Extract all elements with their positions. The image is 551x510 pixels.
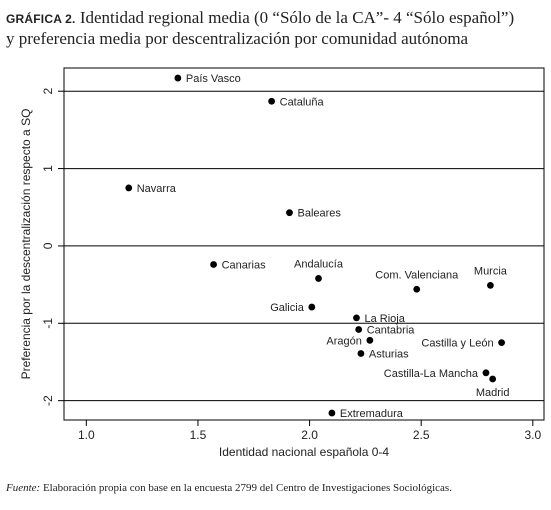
data-point [125,184,133,192]
x-tick-label: 1.0 [78,428,95,442]
data-point [498,339,505,347]
data-point [315,275,322,282]
data-point [355,326,363,333]
point-label: Andalucía [294,258,344,270]
point-label: Extremadura [340,408,404,420]
point-label: Aragón [326,335,361,347]
title-line-2: y preferencia media por descentralizació… [6,29,469,48]
point-label: Baleares [297,208,341,220]
figure-tag: GRÁFICA 2. [6,12,76,26]
x-tick-label: 3.0 [524,428,541,442]
y-tick-label: 1 [41,165,55,172]
x-axis-label: Identidad nacional española 0-4 [219,445,389,459]
source-text: Elaboración propia con base en la encues… [42,482,452,494]
point-label: Galicia [270,302,305,314]
figure-title: GRÁFICA 2. Identidad regional media (0 “… [6,8,546,49]
y-tick-label: -2 [41,395,55,406]
point-label: País Vasco [186,73,241,85]
figure-source: Fuente: Elaboración propia con base en l… [6,482,452,494]
data-point [308,303,316,311]
point-label: Castilla-La Mancha [384,368,479,380]
data-point [268,97,276,105]
point-label: Navarra [137,183,177,195]
y-tick-label: 2 [41,88,55,95]
x-tick-label: 2.5 [413,428,430,442]
data-point [328,409,336,417]
y-tick-label: 0 [41,242,55,249]
data-point [489,375,497,383]
plot-frame [63,67,545,421]
point-label: Cantabria [367,324,416,336]
point-label: Cataluña [280,96,325,108]
scatter-chart: 1.0 1.5 2.0 2.5 3.0 -2 -1 0 1 2 Identidad nacional… [19,67,545,459]
data-point [286,209,293,217]
y-tick-label: -1 [41,318,55,329]
title-line-1: Identidad regional media (0 “Sólo de la … [79,8,515,27]
y-axis-label: Preferencia por la descentralización res… [19,109,33,380]
data-point [174,74,182,82]
point-label: Madrid [476,387,510,399]
x-tick-label: 1.5 [190,428,207,442]
source-label: Fuente: [6,482,41,494]
data-point [353,314,360,322]
point-label: Murcia [474,265,508,277]
x-tick-label: 2.0 [301,428,318,442]
point-label: La Rioja [364,313,405,325]
data-point [482,369,490,377]
data-point [487,281,494,289]
data-point [357,350,365,357]
data-point [210,261,217,268]
data-point [413,285,421,293]
point-label: Castilla y León [421,338,493,350]
point-label: Asturias [369,348,409,360]
point-label: Canarias [222,260,267,272]
point-label: Com. Valenciana [375,269,459,281]
data-point [366,336,374,344]
